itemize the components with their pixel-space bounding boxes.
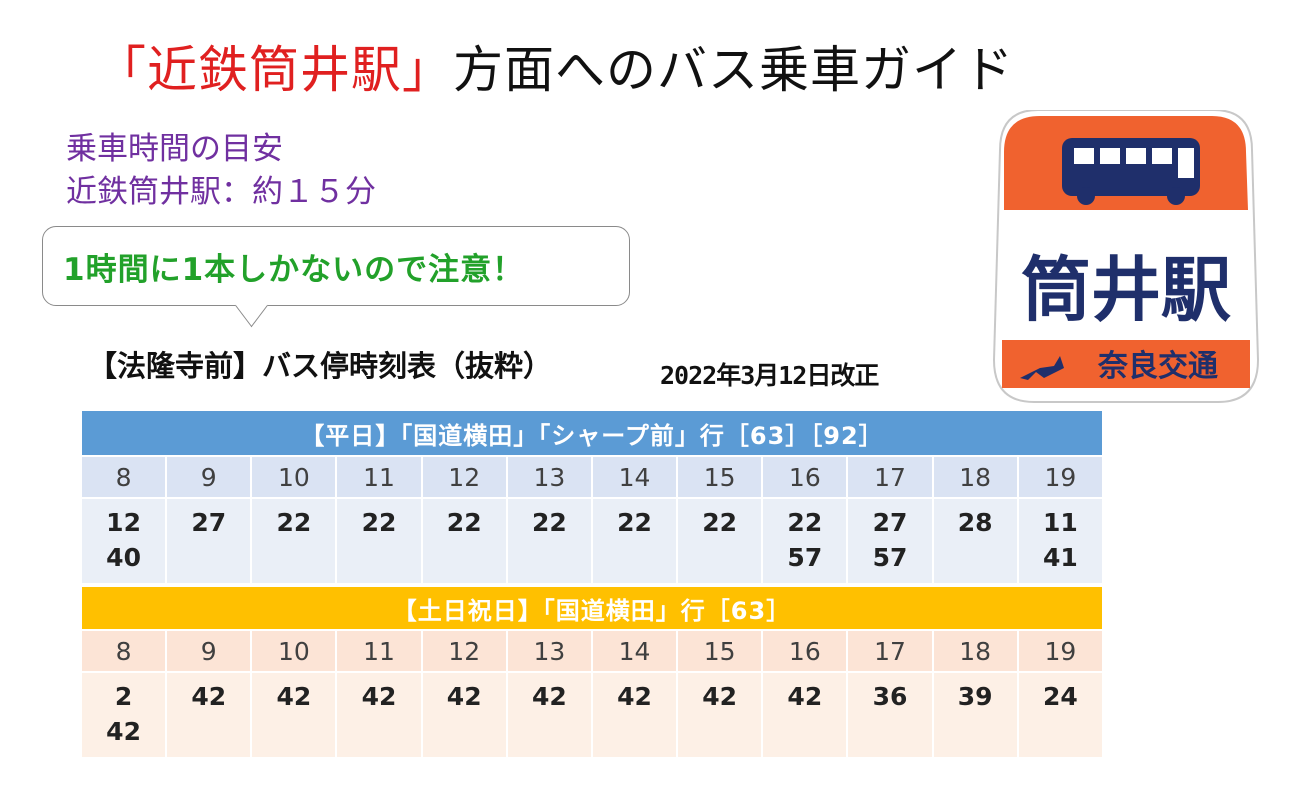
page-title: 「近鉄筒井駅」方面へのバス乗車ガイド — [96, 38, 1014, 102]
sign-company-name: 奈良交通 — [1097, 349, 1218, 384]
hour-cell: 14 — [592, 457, 677, 497]
hour-cell: 19 — [1018, 631, 1102, 671]
minute-cell: 28 — [933, 499, 1017, 583]
ride-time-label: 乗車時間の目安 — [66, 131, 283, 167]
hour-cell: 10 — [252, 457, 336, 497]
minute-cell: 42 — [252, 673, 336, 757]
minute-cell: 42 — [678, 673, 762, 757]
minute-cell: 42 — [592, 673, 677, 757]
hour-cell: 18 — [933, 457, 1017, 497]
bus-icon — [1062, 138, 1200, 205]
station-sign: 筒井駅 奈良交通 — [992, 110, 1260, 403]
minute-cell: 22 — [422, 499, 506, 583]
weekday-timetable: 【平日】「国道横田」「シャープ前」行［63］［92］ 8 9 10 11 12 … — [80, 409, 1104, 585]
minute-cell: 12 40 — [82, 499, 166, 583]
sign-bottom-band — [1002, 340, 1250, 388]
minute-cell: 36 — [848, 673, 932, 757]
minute-cell: 42 — [337, 673, 421, 757]
minute-cell: 27 — [167, 499, 251, 583]
minute-cell: 2 42 — [82, 673, 166, 757]
hour-cell: 16 — [763, 457, 847, 497]
notice-bubble: 1時間に1本しかないので注意！ — [42, 226, 630, 328]
sign-station-name: 筒井駅 — [1021, 249, 1231, 331]
holiday-minute-row: 2 42 42 42 42 42 42 42 42 42 36 39 24 — [82, 673, 1102, 757]
minute-cell: 22 — [337, 499, 421, 583]
weekday-banner: 【平日】「国道横田」「シャープ前」行［63］［92］ — [82, 411, 1102, 455]
holiday-hour-row: 8 9 10 11 12 13 14 15 16 17 18 19 — [82, 631, 1102, 671]
timetable-heading: 【法隆寺前】バス停時刻表（抜粋） — [88, 349, 553, 383]
revision-date: 2022年3月12日改正 — [660, 361, 879, 390]
hour-cell: 10 — [252, 631, 336, 671]
hour-cell: 17 — [848, 631, 932, 671]
hour-cell: 8 — [82, 457, 166, 497]
deer-logo-icon — [1020, 356, 1064, 380]
minute-cell: 42 — [167, 673, 251, 757]
minute-cell: 39 — [933, 673, 1017, 757]
hour-cell: 15 — [678, 631, 762, 671]
minute-cell: 42 — [422, 673, 506, 757]
minute-cell: 24 — [1018, 673, 1102, 757]
hour-cell: 11 — [337, 631, 421, 671]
holiday-banner: 【土日祝日】「国道横田」行［63］ — [82, 587, 1102, 629]
minute-cell: 22 — [592, 499, 677, 583]
hour-cell: 13 — [507, 457, 591, 497]
hour-cell: 11 — [337, 457, 421, 497]
hour-cell: 14 — [592, 631, 677, 671]
hour-cell: 17 — [848, 457, 932, 497]
hour-cell: 15 — [678, 457, 762, 497]
hour-cell: 13 — [507, 631, 591, 671]
minute-cell: 42 — [507, 673, 591, 757]
hour-cell: 12 — [422, 631, 506, 671]
holiday-timetable: 【土日祝日】「国道横田」行［63］ 8 9 10 11 12 13 14 15 … — [80, 585, 1104, 759]
hour-cell: 16 — [763, 631, 847, 671]
weekday-hour-row: 8 9 10 11 12 13 14 15 16 17 18 19 — [82, 457, 1102, 497]
ride-time-value: 近鉄筒井駅：約１５分 — [66, 174, 376, 210]
hour-cell: 19 — [1018, 457, 1102, 497]
minute-cell: 42 — [763, 673, 847, 757]
minute-cell: 22 — [252, 499, 336, 583]
hour-cell: 9 — [167, 457, 251, 497]
minute-cell: 22 57 — [763, 499, 847, 583]
hour-cell: 12 — [422, 457, 506, 497]
weekday-minute-row: 12 40 27 22 22 22 22 22 22 22 57 27 57 2… — [82, 499, 1102, 583]
minute-cell: 27 57 — [848, 499, 932, 583]
hour-cell: 8 — [82, 631, 166, 671]
notice-text: 1時間に1本しかないので注意！ — [63, 251, 525, 288]
hour-cell: 9 — [167, 631, 251, 671]
minute-cell: 22 — [678, 499, 762, 583]
title-guide: 方面へのバス乗車ガイド — [453, 41, 1014, 99]
title-destination: 「近鉄筒井駅」 — [96, 41, 453, 99]
minute-cell: 11 41 — [1018, 499, 1102, 583]
ride-time-block: 乗車時間の目安 近鉄筒井駅：約１５分 — [66, 128, 376, 214]
minute-cell: 22 — [507, 499, 591, 583]
hour-cell: 18 — [933, 631, 1017, 671]
